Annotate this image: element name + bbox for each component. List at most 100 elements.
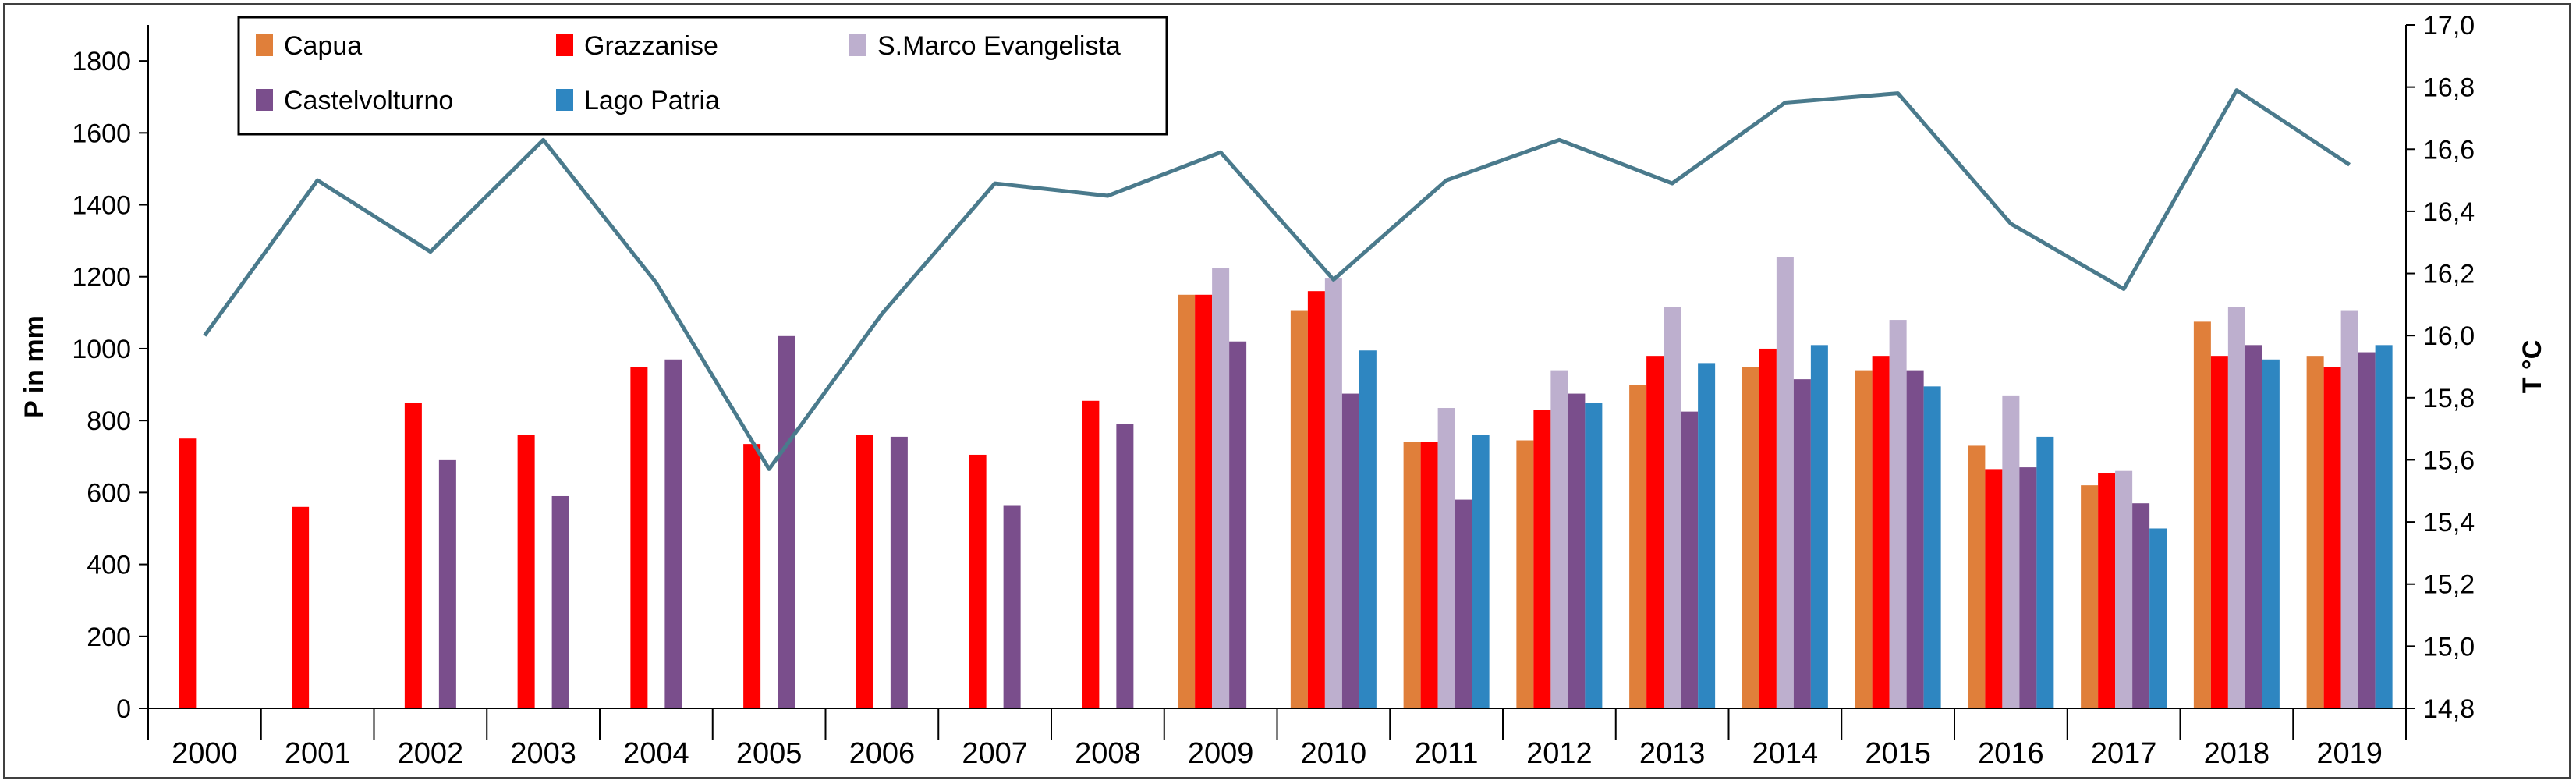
- bar: [1698, 363, 1716, 708]
- bar: [1585, 403, 1603, 708]
- bar: [517, 435, 535, 708]
- bar: [2245, 345, 2262, 708]
- y2-tick-label: 16,4: [2423, 197, 2475, 227]
- bar: [1082, 400, 1100, 708]
- bar: [2149, 528, 2167, 708]
- bar: [1793, 379, 1811, 708]
- plot-area: 0 200 400 600 800 1000 1200 1400 1600 1800 14,8 15,…: [72, 11, 2475, 770]
- bar: [1178, 294, 1196, 709]
- x-tick-label: 2014: [1752, 737, 1819, 770]
- y-axis-title: P in mm: [19, 315, 49, 418]
- y2-tick-label: 16,6: [2423, 135, 2475, 165]
- y-tick-label: 0: [116, 694, 131, 724]
- bar: [2375, 345, 2393, 708]
- bar: [2081, 485, 2099, 708]
- x-tick-label: 2002: [398, 737, 464, 770]
- bar: [1195, 294, 1213, 709]
- bar: [1810, 345, 1828, 708]
- bar: [1985, 469, 2003, 708]
- y2-tick-label: 15,2: [2423, 570, 2475, 600]
- legend-label: Castelvolturno: [284, 86, 453, 115]
- bar: [1359, 350, 1377, 708]
- y2-axis-title: T °C: [2518, 340, 2547, 393]
- bar: [438, 459, 456, 708]
- bar: [1646, 356, 1664, 708]
- bar: [179, 438, 197, 708]
- legend-label: Grazzanise: [584, 31, 718, 61]
- bar: [890, 436, 908, 708]
- x-tick-label: 2019: [2316, 737, 2383, 770]
- legend-swatch: [556, 89, 573, 111]
- bar: [1664, 307, 1681, 708]
- x-tick-label: 2009: [1188, 737, 1254, 770]
- bar: [1420, 442, 1438, 708]
- bar: [2098, 473, 2116, 708]
- y-tick-label: 400: [87, 551, 131, 580]
- y-tick-label: 200: [87, 623, 131, 652]
- bar: [1229, 341, 1247, 708]
- bar: [1759, 348, 1777, 708]
- bar: [1742, 367, 1759, 708]
- bar: [2323, 367, 2341, 708]
- y-tick-label: 1200: [72, 263, 131, 293]
- bar: [1307, 291, 1325, 708]
- legend: Capua Grazzanise S.Marco Evangelista Castel…: [237, 16, 1168, 136]
- bar: [551, 495, 569, 708]
- bar: [1629, 385, 1647, 708]
- y2-tick-label: 15,0: [2423, 632, 2475, 662]
- bar: [2306, 356, 2324, 708]
- bar: [1568, 393, 1586, 708]
- bar: [630, 367, 648, 708]
- bar: [1437, 408, 1455, 708]
- bar: [1533, 410, 1551, 708]
- legend-label: Lago Patria: [584, 86, 720, 115]
- bar: [743, 444, 761, 708]
- bar: [778, 335, 795, 708]
- x-tick-label: 2017: [2091, 737, 2157, 770]
- x-tick-label: 2016: [1978, 737, 2044, 770]
- bar: [2227, 307, 2245, 708]
- legend-label: Capua: [284, 31, 362, 61]
- bar: [292, 506, 310, 708]
- legend-swatch: [256, 34, 273, 56]
- x-tick-label: 2018: [2204, 737, 2270, 770]
- legend-box: [237, 16, 1168, 136]
- bar: [2210, 356, 2228, 708]
- x-tick-label: 2007: [962, 737, 1028, 770]
- bar: [2340, 310, 2358, 708]
- y2-tick-label: 15,4: [2423, 508, 2475, 537]
- y-tick-label: 800: [87, 406, 131, 436]
- bar: [1776, 257, 1794, 709]
- bar: [1681, 411, 1699, 708]
- x-tick-label: 2011: [1415, 737, 1479, 770]
- y2-tick-label: 17,0: [2423, 11, 2475, 41]
- y-tick-label: 1400: [72, 191, 131, 221]
- bar: [856, 435, 873, 708]
- y-tick-label: 1600: [72, 119, 131, 148]
- bar: [1455, 499, 1472, 708]
- y-tick-label: 1000: [72, 335, 131, 364]
- bar: [2019, 467, 2037, 708]
- x-tick-label: 2003: [510, 737, 576, 770]
- bar: [1906, 370, 1924, 708]
- legend-label: S.Marco Evangelista: [877, 31, 1121, 61]
- y-tick-label: 600: [87, 478, 131, 508]
- x-tick-label: 2010: [1301, 737, 1367, 770]
- bar: [2115, 470, 2133, 708]
- bar: [1003, 505, 1021, 708]
- legend-swatch: [256, 89, 273, 111]
- bar: [1872, 356, 1890, 708]
- bar: [1855, 370, 1873, 708]
- bar: [664, 359, 682, 708]
- y2-tick-label: 16,8: [2423, 73, 2475, 103]
- y2-tick-label: 16,2: [2423, 260, 2475, 289]
- y2-tick-label: 15,6: [2423, 445, 2475, 475]
- bar: [1516, 440, 1534, 708]
- temperature-line: [203, 88, 2351, 471]
- bar: [1403, 442, 1421, 708]
- bar: [1472, 435, 1490, 708]
- bar: [2132, 503, 2150, 708]
- bar: [1116, 424, 1134, 708]
- x-tick-label: 2015: [1865, 737, 1931, 770]
